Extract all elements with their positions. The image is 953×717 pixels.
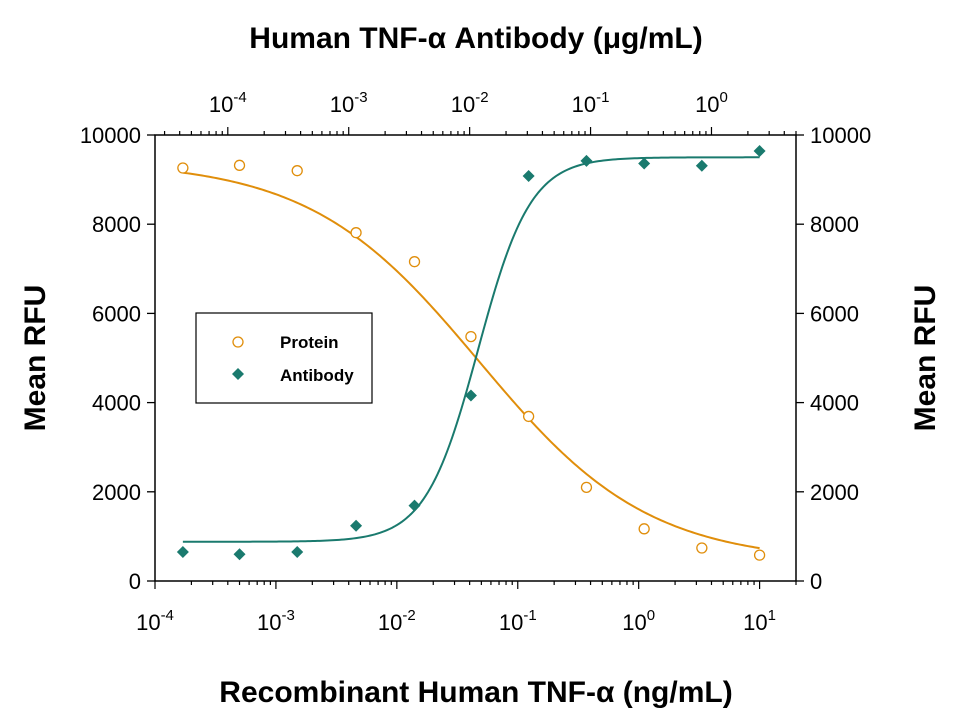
legend-box [195, 312, 373, 404]
protein-point [350, 227, 362, 239]
protein-point [696, 542, 708, 554]
y-tick-label-right: 10000 [810, 123, 871, 148]
ticks-layer: 0 0 2000 2000 4000 4000 6000 6000 8000 8000 10000 1… [80, 89, 871, 635]
y-tick-label-right: 2000 [810, 480, 859, 505]
y-axis-title-left: Mean RFU [19, 285, 52, 432]
antibody-point [638, 157, 651, 170]
fit-curves [182, 156, 760, 550]
x-tick-label: 10-1 [499, 607, 537, 635]
antibody-point [291, 546, 304, 559]
protein-point [177, 162, 189, 174]
antibody-point [695, 159, 708, 172]
protein-point [753, 549, 766, 561]
legend-antibody-marker [232, 368, 244, 380]
legend: Protein Antibody [195, 312, 373, 404]
y-tick-label-left: 10000 [80, 123, 141, 148]
protein-point [408, 256, 421, 268]
x-tick-label: 10-2 [378, 607, 416, 635]
protein-point [522, 410, 535, 423]
antibody-fit-curve [182, 156, 760, 543]
antibody-point [233, 548, 246, 561]
y-tick-label-right: 4000 [810, 391, 859, 416]
y-axis-title-right: Mean RFU [909, 285, 942, 432]
x-tick-label: 10-4 [136, 607, 174, 635]
top-x-tick-label: 10-4 [209, 89, 247, 117]
protein-point [233, 159, 246, 171]
x-tick-label: 101 [743, 607, 776, 635]
protein-point [465, 330, 477, 343]
y-tick-label-right: 6000 [810, 301, 859, 326]
protein-point [638, 523, 650, 535]
x-tick-label: 10-3 [257, 607, 295, 635]
y-tick-label-left: 2000 [92, 480, 141, 505]
x-tick-label: 100 [622, 607, 655, 635]
protein-fit-curve [182, 171, 760, 550]
protein-point [291, 165, 303, 177]
y-tick-label-left: 4000 [92, 391, 141, 416]
antibody-point [753, 145, 766, 158]
top-x-tick-label: 100 [695, 89, 728, 117]
y-tick-label-left: 8000 [92, 212, 141, 237]
antibody-point [176, 546, 189, 559]
top-x-tick-label: 10-3 [330, 89, 368, 117]
antibody-point [522, 170, 535, 183]
y-tick-label-right: 8000 [810, 212, 859, 237]
legend-antibody-label: Antibody [280, 366, 354, 385]
y-tick-label-left: 0 [129, 569, 141, 594]
legend-protein-label: Protein [280, 333, 339, 352]
top-x-tick-label: 10-2 [451, 89, 489, 117]
protein-point [580, 481, 593, 493]
y-tick-label-left: 6000 [92, 301, 141, 326]
antibody-point [464, 389, 477, 402]
plot-frame [154, 134, 797, 582]
antibody-point [350, 519, 363, 532]
top-x-tick-label: 10-1 [572, 89, 610, 117]
antibody-point [408, 499, 421, 512]
data-points [176, 145, 766, 561]
top-axis-title: Human TNF-α Antibody (μg/mL) [249, 22, 702, 55]
y-tick-label-right: 0 [810, 569, 822, 594]
legend-protein-marker [232, 336, 244, 348]
x-axis-title: Recombinant Human TNF-α (ng/mL) [219, 676, 732, 709]
antibody-point [580, 154, 593, 167]
